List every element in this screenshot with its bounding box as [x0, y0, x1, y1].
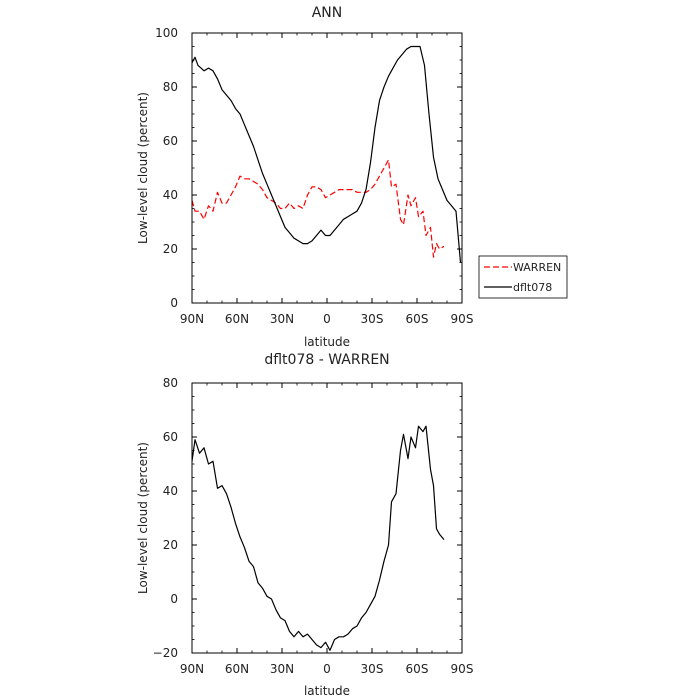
- y-tick-label: 100: [155, 26, 178, 40]
- legend: WARREN dflt078: [478, 255, 568, 299]
- series-group: [191, 45, 462, 263]
- y-tick-label: 40: [163, 188, 178, 202]
- x-tick-label: 60N: [225, 312, 249, 326]
- series-line-warren: [191, 159, 445, 258]
- y-axis-label: Low-level cloud (percent): [136, 442, 150, 594]
- plot-frame: [191, 382, 463, 654]
- tick-group: 90N 60N 30N 0 30S 60S 90S −20 0 20 40 60 80: [153, 376, 474, 676]
- y-tick-label: 0: [170, 296, 178, 310]
- y-tick-label: 20: [163, 242, 178, 256]
- tick-group: 90N 60N 30N 0 30S 60S 90S 0 20 40 60 80 100: [155, 26, 473, 326]
- x-tick-label: 60S: [406, 662, 429, 676]
- x-tick-label: 60N: [225, 662, 249, 676]
- y-tick-label: 0: [170, 592, 178, 606]
- y-tick-label: −20: [153, 646, 178, 660]
- x-tick-label: 30N: [270, 662, 294, 676]
- panel-bottom: dflt078 - WARREN latitude Low-level clou…: [136, 352, 473, 698]
- y-tick-label: 80: [163, 376, 178, 390]
- legend-box: [478, 255, 568, 299]
- x-tick-label: 30S: [361, 312, 384, 326]
- y-tick-label: 80: [163, 80, 178, 94]
- x-tick-label: 90N: [180, 312, 204, 326]
- legend-label-warren: WARREN: [513, 261, 561, 274]
- x-axis-label: latitude: [304, 335, 350, 349]
- y-tick-label: 20: [163, 538, 178, 552]
- x-tick-label: 90S: [451, 312, 474, 326]
- x-tick-label: 30N: [270, 312, 294, 326]
- x-tick-label: 90N: [180, 662, 204, 676]
- y-tick-label: 60: [163, 134, 178, 148]
- series-line-dflt078: [191, 45, 462, 263]
- y-tick-label: 40: [163, 484, 178, 498]
- x-tick-label: 0: [323, 662, 331, 676]
- y-tick-label: 60: [163, 430, 178, 444]
- x-tick-label: 0: [323, 312, 331, 326]
- chart-title: dflt078 - WARREN: [264, 352, 389, 368]
- x-tick-label: 60S: [406, 312, 429, 326]
- x-tick-label: 30S: [361, 662, 384, 676]
- y-axis-label: Low-level cloud (percent): [136, 92, 150, 244]
- panel-top: ANN latitude Low-level cloud (percent) 9…: [136, 5, 473, 349]
- series-line-dflt078-warren: [191, 425, 445, 651]
- x-tick-label: 90S: [451, 662, 474, 676]
- legend-label-dflt078: dflt078: [513, 281, 552, 294]
- series-group: [191, 425, 445, 651]
- x-axis-label: latitude: [304, 684, 350, 698]
- plot-frame: [191, 32, 463, 304]
- chart-title: ANN: [312, 5, 343, 21]
